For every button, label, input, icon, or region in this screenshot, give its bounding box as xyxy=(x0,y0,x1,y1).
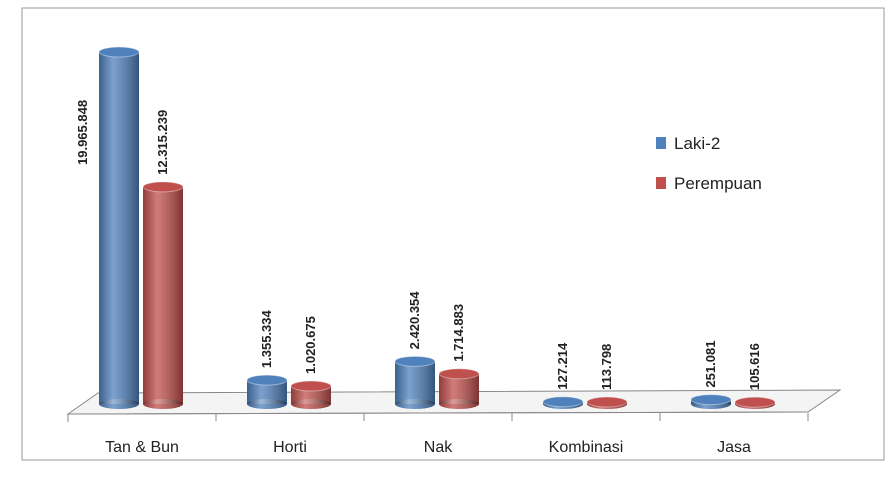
bar xyxy=(586,396,628,409)
x-tick-label: Jasa xyxy=(717,439,751,456)
bar xyxy=(98,46,140,409)
bar xyxy=(542,396,584,409)
bar-shade xyxy=(395,361,435,404)
bar xyxy=(690,394,732,409)
bar-bottom-shade xyxy=(99,399,139,409)
bar-bottom-shade xyxy=(143,399,183,409)
bar-top xyxy=(690,394,732,406)
x-tick-label: Horti xyxy=(273,439,307,456)
data-label: 251.081 xyxy=(703,341,718,388)
bar-top xyxy=(142,181,184,193)
bar-top xyxy=(98,46,140,58)
data-label: 113.798 xyxy=(599,344,614,390)
legend-label: Perempuan xyxy=(674,174,762,193)
bar-shade xyxy=(439,373,479,404)
x-tick-label: Tan & Bun xyxy=(105,439,179,456)
data-label: 105.616 xyxy=(747,343,762,390)
bar-top xyxy=(394,355,436,367)
legend-label: Laki-2 xyxy=(674,134,720,153)
x-tick-label: Nak xyxy=(424,439,453,456)
x-tick-label: Kombinasi xyxy=(549,439,624,456)
bar-top xyxy=(734,396,776,408)
bar-shade xyxy=(247,380,287,404)
bar-top xyxy=(438,368,480,380)
bar xyxy=(246,374,288,409)
data-label: 1.020.675 xyxy=(303,316,318,374)
bar-shade xyxy=(143,186,183,404)
bar xyxy=(734,396,776,409)
chart-frame xyxy=(21,7,885,461)
bar xyxy=(142,181,184,409)
bar xyxy=(394,355,436,409)
x-axis xyxy=(67,411,809,415)
bar-shade xyxy=(291,386,331,404)
bar-bottom-shade xyxy=(439,399,479,409)
data-label: 1.355.334 xyxy=(259,310,274,369)
data-label: 12.315.239 xyxy=(155,110,170,175)
legend-swatch xyxy=(656,137,666,149)
bar-top xyxy=(542,396,584,408)
bar xyxy=(290,380,332,409)
bar-top xyxy=(586,396,628,408)
bar-bottom-shade xyxy=(247,399,287,409)
bar-bottom-shade xyxy=(291,399,331,409)
bar-top xyxy=(290,380,332,392)
data-label: 127.214 xyxy=(555,342,570,390)
legend-swatch xyxy=(656,177,666,189)
data-label: 2.420.354 xyxy=(407,291,422,350)
bar-shade xyxy=(99,52,139,404)
bar xyxy=(438,368,480,409)
bar-top xyxy=(246,374,288,386)
bar-bottom-shade xyxy=(395,399,435,409)
data-label: 19.965.848 xyxy=(75,100,90,165)
data-label: 1.714.883 xyxy=(451,304,466,362)
